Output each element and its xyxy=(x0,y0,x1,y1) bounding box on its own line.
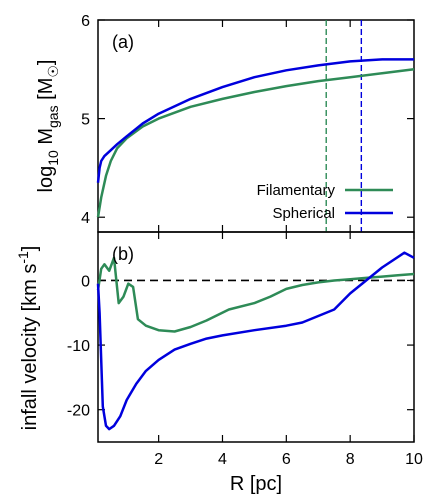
legend-label-spherical: Spherical xyxy=(272,205,335,222)
panel-b-ylabel: infall velocity [km s-1] xyxy=(15,246,41,431)
panel-a: 4 5 6 (a) log10 Mgas [M☉] Filamentary Sphe… xyxy=(35,13,415,233)
panel-a-y-tick-label: 6 xyxy=(81,13,90,30)
panel-a-y-ticks: 4 5 6 xyxy=(81,13,414,232)
x-tick-label: 10 xyxy=(405,451,423,468)
x-tick-label: 8 xyxy=(346,451,355,468)
panel-b-y-ticks: 0 -10 -20 xyxy=(67,273,414,420)
panel-b-series-spherical xyxy=(96,251,415,431)
x-tick-label: 4 xyxy=(218,451,227,468)
legend: Filamentary Spherical xyxy=(257,182,393,222)
legend-label-filamentary: Filamentary xyxy=(257,182,336,199)
x-tick-label: 2 xyxy=(154,451,163,468)
panel-a-series-spherical xyxy=(96,58,414,183)
panel-a-y-tick-label: 5 xyxy=(81,112,90,129)
panel-a-y-tick-label: 4 xyxy=(81,210,90,227)
panel-b-y-tick-label: -10 xyxy=(67,338,90,355)
panel-b-y-tick-label: -20 xyxy=(67,403,90,420)
panel-b-x-ticks: 2 4 6 8 10 xyxy=(154,232,423,468)
panel-a-series-filamentary xyxy=(96,68,415,218)
panel-a-series xyxy=(96,58,415,218)
panel-b-label: (b) xyxy=(112,244,134,264)
panel-b: 0 -10 -20 2 4 6 8 10 (b) infall velocity [km s… xyxy=(15,231,423,495)
panel-b-series-filamentary xyxy=(96,256,415,333)
panel-a-vertical-markers xyxy=(325,20,363,232)
panel-b-series xyxy=(96,251,415,431)
x-tick-label: 6 xyxy=(282,451,291,468)
panel-b-frame xyxy=(97,231,415,443)
panel-b-y-tick-label: 0 xyxy=(81,273,90,290)
panel-a-ylabel: log10 Mgas [M☉] xyxy=(35,60,61,193)
x-axis-label: R [pc] xyxy=(230,473,282,495)
panel-a-label: (a) xyxy=(112,32,134,52)
